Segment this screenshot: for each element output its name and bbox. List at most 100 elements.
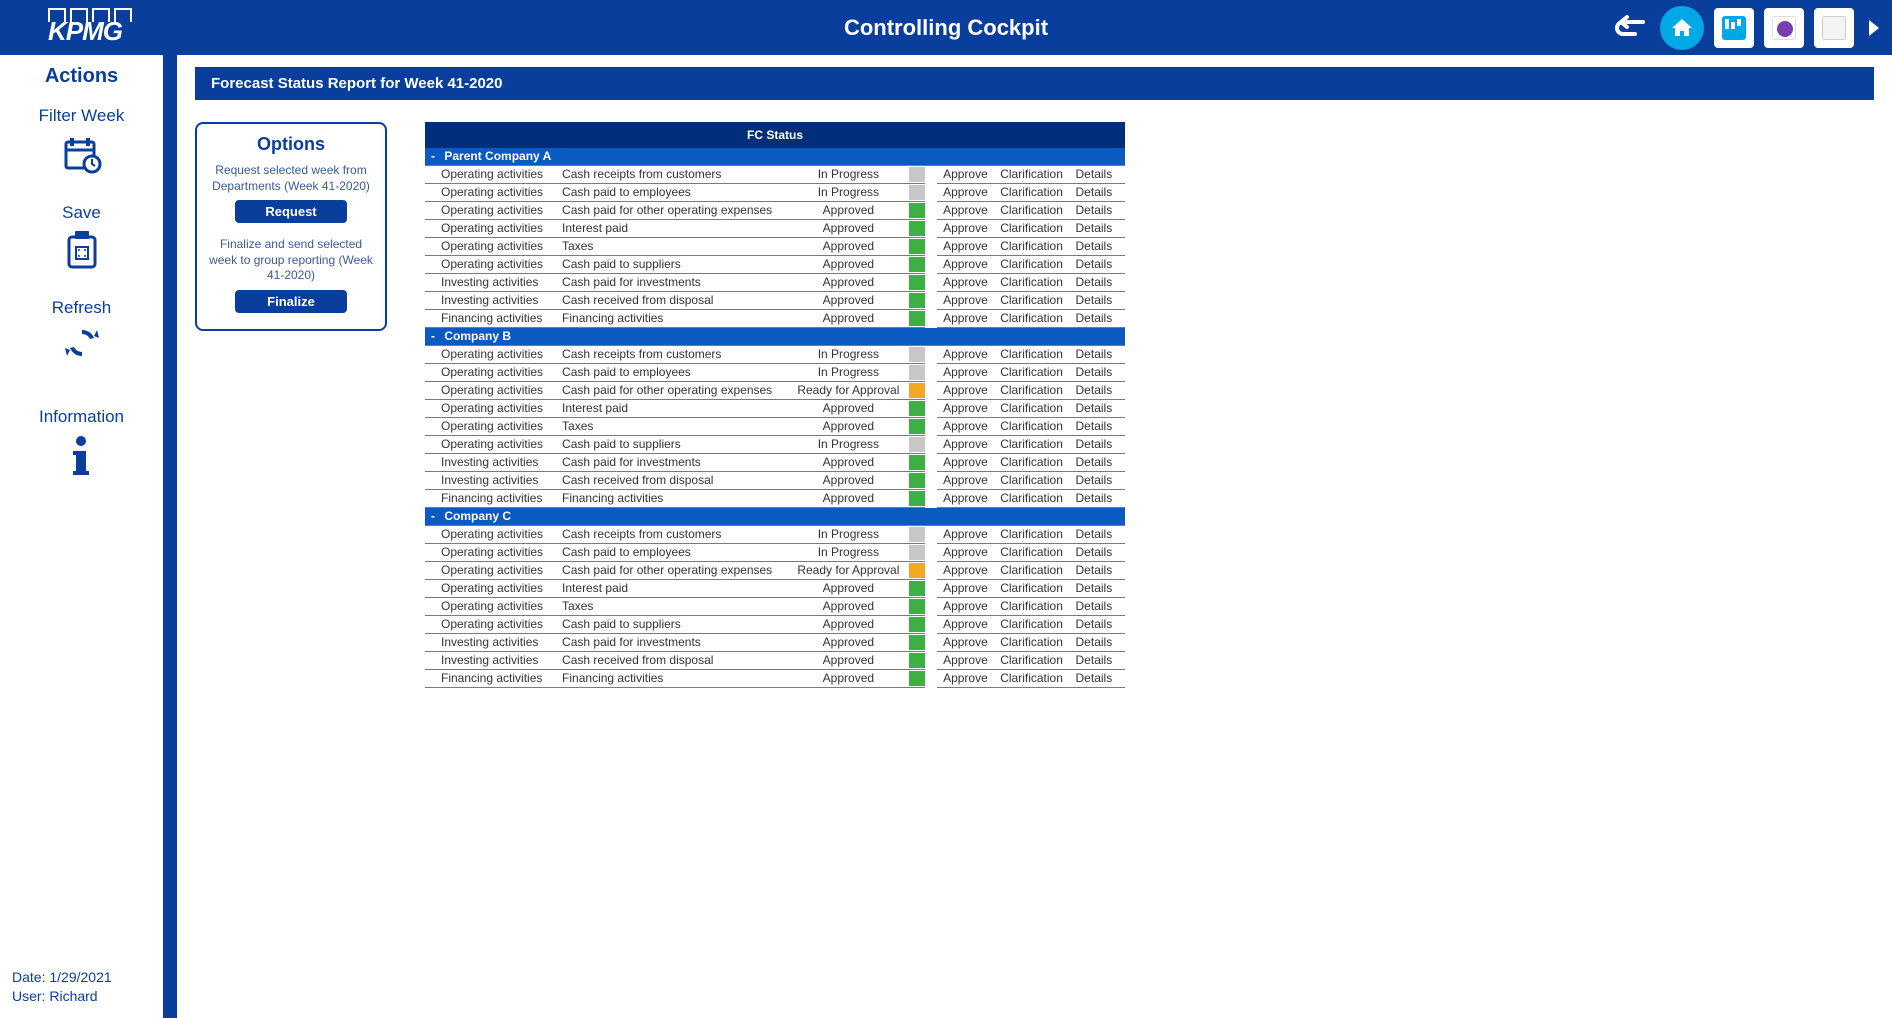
- approve-link[interactable]: Approve: [937, 274, 994, 292]
- approve-link[interactable]: Approve: [937, 490, 994, 508]
- details-link[interactable]: Details: [1070, 436, 1125, 454]
- sidebar-item-information[interactable]: Information: [39, 407, 124, 482]
- clarification-link[interactable]: Clarification: [994, 220, 1069, 238]
- clarification-link[interactable]: Clarification: [994, 310, 1069, 328]
- details-link[interactable]: Details: [1070, 670, 1125, 688]
- cell-status: Approved: [788, 580, 909, 598]
- approve-link[interactable]: Approve: [937, 454, 994, 472]
- clarification-link[interactable]: Clarification: [994, 652, 1069, 670]
- details-link[interactable]: Details: [1070, 346, 1125, 364]
- approve-link[interactable]: Approve: [937, 616, 994, 634]
- clarification-link[interactable]: Clarification: [994, 382, 1069, 400]
- clarification-link[interactable]: Clarification: [994, 346, 1069, 364]
- clarification-link[interactable]: Clarification: [994, 274, 1069, 292]
- approve-link[interactable]: Approve: [937, 166, 994, 184]
- clarification-link[interactable]: Clarification: [994, 616, 1069, 634]
- approve-link[interactable]: Approve: [937, 400, 994, 418]
- group-row[interactable]: - Company B: [425, 328, 1125, 346]
- details-link[interactable]: Details: [1070, 490, 1125, 508]
- details-link[interactable]: Details: [1070, 526, 1125, 544]
- request-button[interactable]: Request: [235, 200, 347, 223]
- clarification-link[interactable]: Clarification: [994, 436, 1069, 454]
- approve-link[interactable]: Approve: [937, 418, 994, 436]
- approve-link[interactable]: Approve: [937, 310, 994, 328]
- cell-activity: Operating activities: [425, 382, 556, 400]
- details-link[interactable]: Details: [1070, 418, 1125, 436]
- details-link[interactable]: Details: [1070, 220, 1125, 238]
- details-link[interactable]: Details: [1070, 184, 1125, 202]
- status-indicator: [909, 292, 925, 310]
- approve-link[interactable]: Approve: [937, 184, 994, 202]
- approve-link[interactable]: Approve: [937, 292, 994, 310]
- details-link[interactable]: Details: [1070, 202, 1125, 220]
- approve-link[interactable]: Approve: [937, 364, 994, 382]
- approve-link[interactable]: Approve: [937, 652, 994, 670]
- sidebar-item-save[interactable]: Save: [62, 203, 101, 274]
- clarification-link[interactable]: Clarification: [994, 418, 1069, 436]
- details-link[interactable]: Details: [1070, 472, 1125, 490]
- details-link[interactable]: Details: [1070, 310, 1125, 328]
- clarification-link[interactable]: Clarification: [994, 490, 1069, 508]
- expand-icon[interactable]: [1864, 8, 1884, 48]
- details-link[interactable]: Details: [1070, 364, 1125, 382]
- clarification-link[interactable]: Clarification: [994, 580, 1069, 598]
- details-link[interactable]: Details: [1070, 634, 1125, 652]
- clarification-link[interactable]: Clarification: [994, 202, 1069, 220]
- clarification-link[interactable]: Clarification: [994, 292, 1069, 310]
- approve-link[interactable]: Approve: [937, 382, 994, 400]
- approve-link[interactable]: Approve: [937, 436, 994, 454]
- approve-link[interactable]: Approve: [937, 346, 994, 364]
- approve-link[interactable]: Approve: [937, 598, 994, 616]
- approve-link[interactable]: Approve: [937, 256, 994, 274]
- gap: [925, 202, 937, 220]
- group-row[interactable]: - Company C: [425, 508, 1125, 526]
- approve-link[interactable]: Approve: [937, 580, 994, 598]
- details-link[interactable]: Details: [1070, 166, 1125, 184]
- clarification-link[interactable]: Clarification: [994, 598, 1069, 616]
- clarification-link[interactable]: Clarification: [994, 670, 1069, 688]
- details-link[interactable]: Details: [1070, 544, 1125, 562]
- approve-link[interactable]: Approve: [937, 238, 994, 256]
- approve-link[interactable]: Approve: [937, 562, 994, 580]
- clarification-link[interactable]: Clarification: [994, 364, 1069, 382]
- details-link[interactable]: Details: [1070, 652, 1125, 670]
- report-a-icon[interactable]: [1714, 8, 1754, 48]
- details-link[interactable]: Details: [1070, 616, 1125, 634]
- document-icon[interactable]: [1814, 8, 1854, 48]
- details-link[interactable]: Details: [1070, 580, 1125, 598]
- back-icon[interactable]: [1610, 8, 1650, 48]
- details-link[interactable]: Details: [1070, 292, 1125, 310]
- clarification-link[interactable]: Clarification: [994, 544, 1069, 562]
- group-row[interactable]: - Parent Company A: [425, 148, 1125, 166]
- details-link[interactable]: Details: [1070, 238, 1125, 256]
- report-b-icon[interactable]: [1764, 8, 1804, 48]
- clarification-link[interactable]: Clarification: [994, 400, 1069, 418]
- details-link[interactable]: Details: [1070, 598, 1125, 616]
- clarification-link[interactable]: Clarification: [994, 166, 1069, 184]
- details-link[interactable]: Details: [1070, 454, 1125, 472]
- approve-link[interactable]: Approve: [937, 202, 994, 220]
- details-link[interactable]: Details: [1070, 562, 1125, 580]
- approve-link[interactable]: Approve: [937, 472, 994, 490]
- details-link[interactable]: Details: [1070, 256, 1125, 274]
- home-icon[interactable]: [1660, 6, 1704, 50]
- approve-link[interactable]: Approve: [937, 526, 994, 544]
- approve-link[interactable]: Approve: [937, 634, 994, 652]
- approve-link[interactable]: Approve: [937, 544, 994, 562]
- clarification-link[interactable]: Clarification: [994, 526, 1069, 544]
- finalize-button[interactable]: Finalize: [235, 290, 347, 313]
- details-link[interactable]: Details: [1070, 274, 1125, 292]
- clarification-link[interactable]: Clarification: [994, 184, 1069, 202]
- clarification-link[interactable]: Clarification: [994, 472, 1069, 490]
- sidebar-item-filter-week[interactable]: Filter Week: [39, 106, 125, 179]
- details-link[interactable]: Details: [1070, 400, 1125, 418]
- details-link[interactable]: Details: [1070, 382, 1125, 400]
- approve-link[interactable]: Approve: [937, 220, 994, 238]
- clarification-link[interactable]: Clarification: [994, 454, 1069, 472]
- approve-link[interactable]: Approve: [937, 670, 994, 688]
- clarification-link[interactable]: Clarification: [994, 634, 1069, 652]
- clarification-link[interactable]: Clarification: [994, 562, 1069, 580]
- clarification-link[interactable]: Clarification: [994, 238, 1069, 256]
- sidebar-item-refresh[interactable]: Refresh: [52, 298, 112, 365]
- clarification-link[interactable]: Clarification: [994, 256, 1069, 274]
